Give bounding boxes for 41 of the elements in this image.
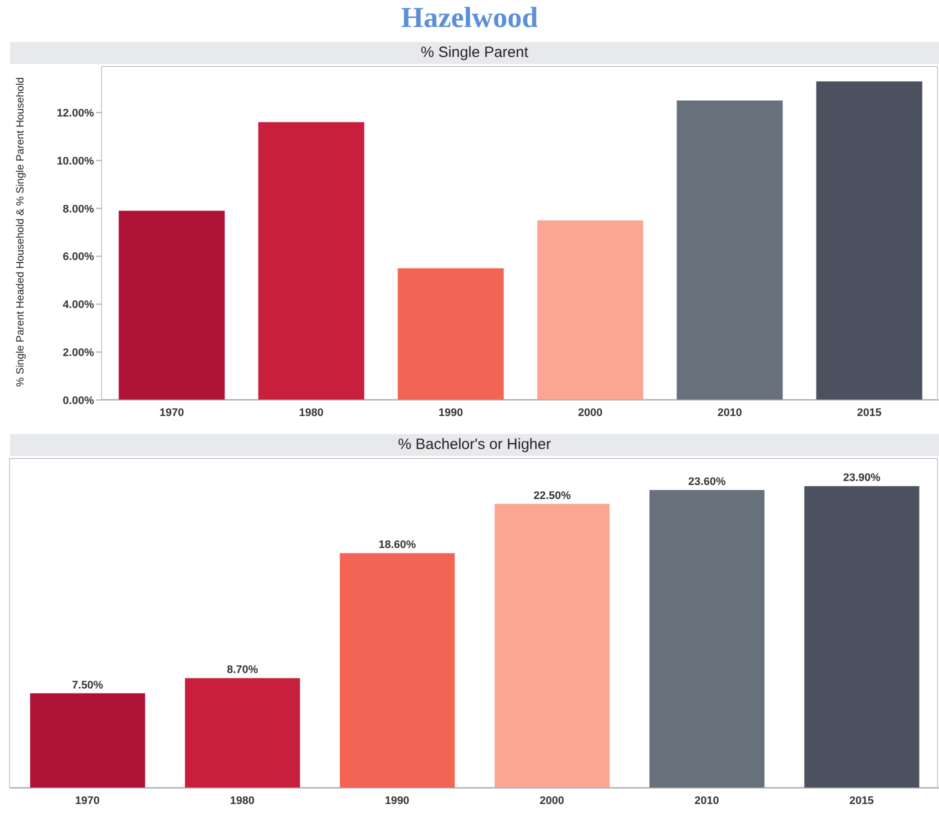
x-tick-label: 1970 — [160, 406, 184, 419]
y-tick-label: 4.00% — [62, 299, 94, 312]
y-tick-label: 12.00% — [56, 107, 94, 120]
y-tick-label: 2.00% — [62, 346, 94, 359]
y-tick-label: 0.00% — [62, 394, 94, 407]
x-tick-label: 2000 — [540, 794, 564, 807]
data-label: 23.60% — [688, 476, 726, 488]
x-tick-label: 1970 — [75, 794, 100, 807]
bar — [30, 693, 146, 788]
x-tick-label: 1990 — [384, 794, 410, 807]
bar — [184, 678, 300, 788]
y-tick-label: 6.00% — [62, 251, 94, 264]
y-axis-title: % Single Parent Headed Household & % Single Parent Household — [15, 77, 27, 387]
bar — [258, 122, 364, 400]
bar — [118, 210, 225, 400]
x-tick-label: 2010 — [718, 406, 742, 419]
data-label: 8.70% — [226, 664, 258, 676]
x-tick-label: 2015 — [857, 406, 882, 419]
chart-subtitle: % Single Parent — [10, 42, 939, 64]
bar — [816, 81, 922, 400]
chart-title: % Bachelor's or Higher — [10, 434, 939, 456]
x-tick-label: 1990 — [438, 406, 463, 419]
y-tick-label: 8.00% — [62, 203, 94, 216]
chart-title: Hazelwood — [400, 1, 539, 36]
data-label: 22.50% — [533, 490, 571, 502]
bar — [537, 220, 644, 400]
bar — [340, 553, 455, 788]
bar — [804, 486, 920, 788]
data-label: 7.50% — [72, 679, 104, 692]
bar — [649, 490, 764, 788]
x-tick-label: 2000 — [578, 406, 602, 419]
bar — [676, 100, 783, 400]
data-label: 23.90% — [843, 472, 881, 484]
y-tick-label: 10.00% — [56, 155, 94, 168]
x-tick-label: 2010 — [694, 794, 719, 807]
x-tick-label: 2015 — [849, 794, 874, 807]
bar — [398, 268, 504, 400]
x-tick-label: 1980 — [230, 794, 254, 807]
x-tick-label: 1980 — [299, 406, 324, 419]
data-label: 18.60% — [378, 539, 416, 552]
bar — [494, 504, 610, 788]
